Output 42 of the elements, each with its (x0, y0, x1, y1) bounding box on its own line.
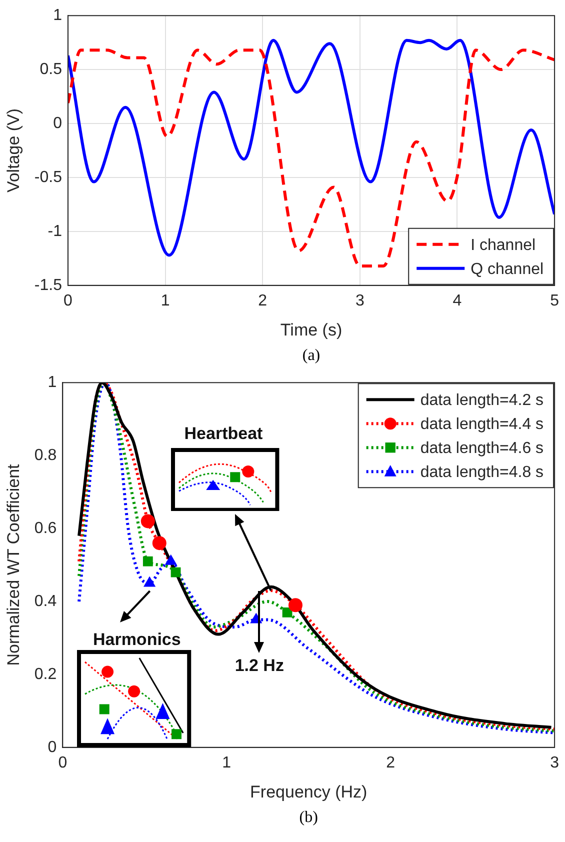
legend-label: I channel (470, 236, 536, 254)
x-tick-label: 1 (160, 292, 170, 310)
x-tick-label: 4 (452, 292, 462, 310)
y-tick-label: 0.8 (34, 446, 57, 464)
legend-label: data length=4.2 s (420, 392, 544, 410)
x-tick-label: 5 (550, 292, 560, 310)
legend-label: data length=4.4 s (420, 416, 544, 434)
y-tick-label: -0.5 (34, 168, 62, 186)
annotation: Harmonics (92, 629, 182, 652)
text: (b) (298, 808, 319, 828)
x-tick-label: 1 (222, 754, 232, 772)
y-tick-label: 0.6 (34, 520, 57, 537)
y-tick-label: 0 (53, 114, 62, 132)
point (140, 514, 155, 528)
x-axis-title: Time (s) (280, 320, 342, 340)
annotation: 1.2 Hz (234, 654, 285, 677)
y-axis-title: Voltage (V) (4, 108, 23, 193)
point (142, 556, 153, 566)
y-tick-label: 0.5 (40, 60, 62, 78)
x-tick-label: 3 (355, 292, 364, 310)
point (143, 576, 156, 587)
y-tick-label: 0.2 (34, 666, 57, 683)
y-tick-label: 1 (53, 7, 62, 24)
y-tick-label: 1 (48, 374, 57, 392)
y-axis-title: Normalized WT Coefficient (4, 464, 23, 666)
point (288, 598, 302, 612)
legend-label: data length=4.6 s (420, 440, 544, 458)
annotation: Heartbeat (183, 422, 264, 445)
legend-label: data length=4.8 s (420, 464, 544, 482)
x-axis-title: Frequency (Hz) (250, 782, 368, 802)
x-tick-label: 2 (258, 292, 268, 310)
point (282, 607, 292, 618)
y-tick-label: 0 (48, 738, 57, 756)
text: (a) (301, 346, 322, 366)
x-tick-label: 2 (386, 754, 396, 772)
point (170, 567, 181, 578)
y-tick-label: -1.5 (34, 276, 62, 294)
y-tick-label: -1 (48, 222, 62, 240)
legend-label: Q channel (470, 260, 544, 278)
x-tick-label: 3 (550, 754, 560, 772)
y-tick-label: 0.4 (34, 592, 57, 610)
point (152, 536, 166, 550)
